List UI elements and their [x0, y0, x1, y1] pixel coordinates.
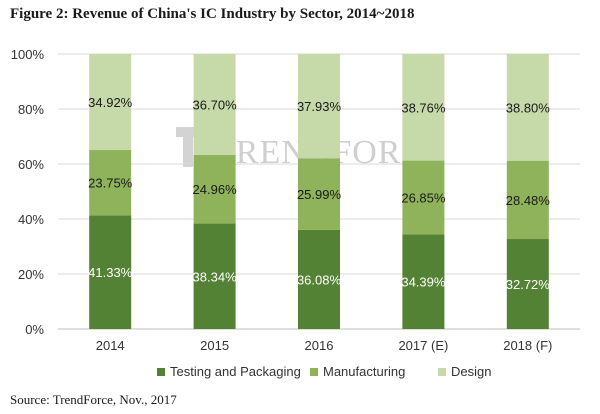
- legend-swatch-testing: [157, 368, 165, 376]
- y-tick-label: 80%: [18, 102, 44, 117]
- bars: 41.33% 23.75% 34.92% 38.34% 24.96% 36.70% 36.0…: [88, 54, 550, 329]
- data-label: 25.99%: [297, 187, 342, 202]
- y-tick-label: 20%: [18, 267, 44, 282]
- data-label: 38.80%: [506, 100, 551, 115]
- data-label: 34.92%: [88, 95, 133, 110]
- legend-label-manufacturing: Manufacturing: [323, 364, 405, 379]
- data-label: 38.76%: [401, 100, 446, 115]
- y-tick-label: 100%: [11, 47, 45, 62]
- legend: Testing and Packaging Manufacturing Design: [157, 364, 491, 379]
- bar-design: [402, 54, 445, 161]
- y-tick-label: 40%: [18, 212, 44, 227]
- data-label: 26.85%: [401, 191, 446, 206]
- x-tick-label: 2017 (E): [398, 338, 448, 353]
- bar-manufacturing: [193, 154, 236, 224]
- data-label: 28.48%: [506, 193, 551, 208]
- x-tick-label: 2016: [305, 338, 334, 353]
- bar-testing: [298, 229, 340, 329]
- y-tick-label: 0%: [25, 322, 44, 337]
- data-label: 36.08%: [297, 272, 342, 287]
- x-tick-label: 2018 (F): [503, 338, 552, 353]
- bar-testing: [402, 234, 445, 329]
- bar-testing: [89, 215, 132, 329]
- bar-testing: [193, 223, 236, 329]
- legend-label-testing: Testing and Packaging: [170, 364, 301, 379]
- data-label: 41.33%: [88, 265, 133, 280]
- bar-manufacturing: [89, 150, 132, 216]
- source-note: Source: TrendForce, Nov., 2017: [10, 392, 177, 407]
- bar-manufacturing: [298, 158, 340, 230]
- bar-design: [89, 54, 132, 151]
- bar-design: [506, 54, 549, 161]
- x-axis: 2014 2015 2016 2017 (E) 2018 (F): [96, 338, 553, 353]
- bar-manufacturing: [506, 160, 549, 240]
- bar-testing: [506, 239, 549, 329]
- x-tick-label: 2014: [96, 338, 125, 353]
- bar-manufacturing: [402, 160, 445, 235]
- data-label: 37.93%: [297, 99, 342, 114]
- legend-label-design: Design: [451, 364, 491, 379]
- data-label: 23.75%: [88, 176, 133, 191]
- bar-design: [193, 54, 236, 155]
- chart-title: Figure 2: Revenue of China's IC Industry…: [10, 6, 415, 22]
- data-label: 32.72%: [506, 277, 551, 292]
- data-label: 24.96%: [193, 182, 238, 197]
- data-label: 38.34%: [193, 269, 238, 284]
- x-tick-label: 2015: [200, 338, 229, 353]
- bar-design: [298, 54, 340, 159]
- data-label: 36.70%: [193, 97, 238, 112]
- y-tick-label: 60%: [18, 157, 44, 172]
- legend-swatch-manufacturing: [310, 368, 318, 376]
- y-axis: 0% 20% 40% 60% 80% 100%: [11, 47, 45, 337]
- data-label: 34.39%: [401, 275, 446, 290]
- legend-swatch-design: [438, 368, 446, 376]
